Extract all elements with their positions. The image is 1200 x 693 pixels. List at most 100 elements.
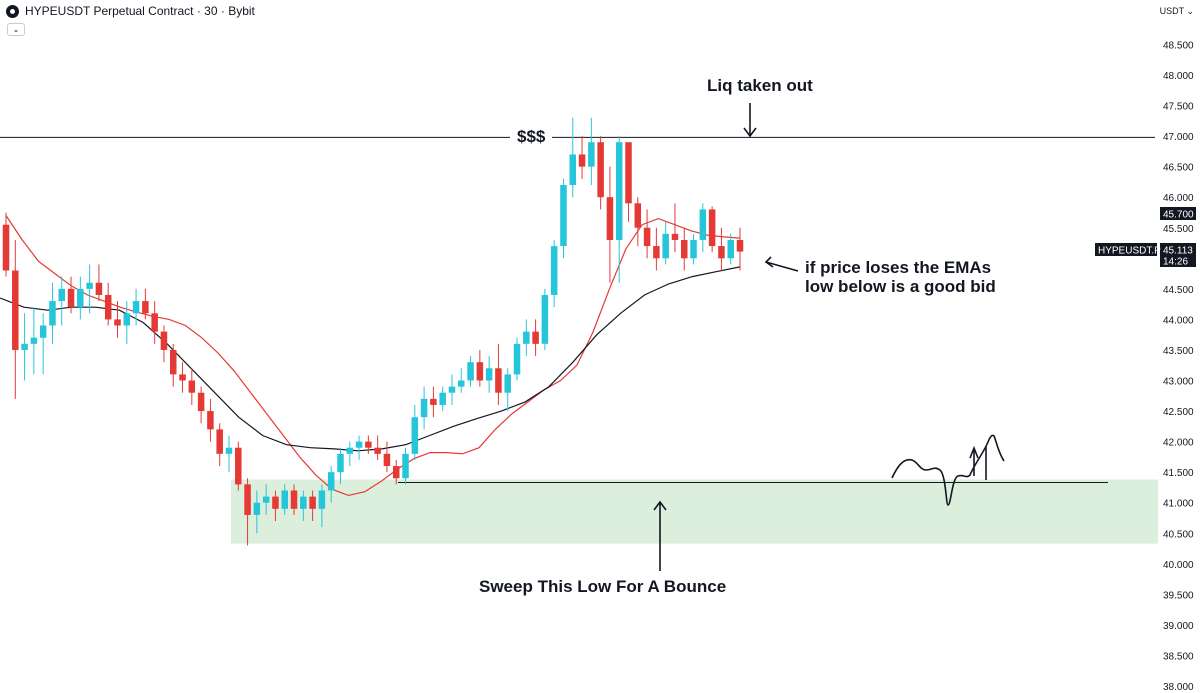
- sweep-label: Sweep This Low For A Bounce: [479, 577, 726, 596]
- y-axis-tick: 42.500: [1163, 407, 1194, 418]
- y-axis-tick: 48.000: [1163, 71, 1194, 82]
- y-axis-tick: 43.000: [1163, 377, 1194, 388]
- y-axis-tick: 47.500: [1163, 102, 1194, 113]
- candle-body: [365, 441, 372, 448]
- annotations-layer: Liq taken out if price loses the EMAs lo…: [479, 76, 1005, 596]
- candle-body: [355, 441, 363, 448]
- candle-body: [309, 496, 316, 509]
- ema-layer: [0, 215, 741, 497]
- y-axis-tick: 44.000: [1163, 315, 1194, 326]
- y-axis-tick: 44.500: [1163, 285, 1194, 296]
- last-price-label-bg: [1160, 243, 1196, 256]
- projection-scribble: [891, 434, 1005, 506]
- projection-arrowhead: [969, 445, 979, 476]
- candle-body: [606, 197, 614, 240]
- candle-body: [188, 380, 196, 393]
- candle-body: [671, 233, 679, 240]
- candle-body: [708, 209, 716, 247]
- y-axis-tick: 43.500: [1163, 346, 1194, 357]
- level-lines-layer: [0, 136, 1155, 484]
- candle-body: [643, 227, 651, 247]
- candle-body: [160, 331, 168, 350]
- candle-body: [411, 417, 419, 454]
- symbol-tag-bg: [1095, 243, 1157, 256]
- candle-body: [58, 288, 65, 302]
- y-axis-tick: 39.000: [1163, 621, 1194, 632]
- candle-body: [151, 313, 158, 332]
- countdown-label-bg: [1160, 254, 1196, 267]
- y-axis-tick: 40.000: [1163, 560, 1194, 571]
- candle-body: [12, 270, 19, 350]
- candle-body: [327, 472, 335, 491]
- candle-body: [244, 484, 251, 515]
- candle-body: [49, 301, 56, 326]
- candle-body: [21, 343, 28, 350]
- demand-zone: [231, 479, 1158, 544]
- sweep-arrow: [653, 500, 667, 571]
- candle-body: [476, 362, 484, 381]
- candle-body: [207, 411, 214, 430]
- ema-slow-line: [0, 266, 741, 452]
- candle-body: [681, 239, 688, 259]
- candle-body: [597, 142, 604, 198]
- symbol-title: HYPEUSDT Perpetual Contract · 30 · Bybit: [25, 4, 255, 18]
- candle-body: [578, 154, 586, 167]
- candle-body: [77, 288, 84, 308]
- candle-body: [653, 246, 660, 259]
- candle-body: [625, 142, 632, 204]
- candle-body: [39, 325, 47, 338]
- candle-body: [402, 453, 409, 479]
- candle-body: [392, 466, 400, 479]
- candle-body: [262, 496, 270, 503]
- symbol-tag-text: HYPEUSDT.P: [1098, 246, 1161, 257]
- symbol-header[interactable]: HYPEUSDT Perpetual Contract · 30 · Bybit: [6, 4, 255, 18]
- currency-selector[interactable]: USDT ⌄: [1160, 6, 1194, 17]
- ema-value-label-bg: [1160, 207, 1196, 220]
- countdown-label: 14:26: [1160, 254, 1196, 268]
- candle-body: [197, 392, 205, 412]
- candle-body: [718, 246, 725, 259]
- demand-zone-layer: [231, 479, 1158, 544]
- y-axis-tick: 39.500: [1163, 590, 1194, 601]
- candle-body: [235, 447, 242, 485]
- candle-body: [337, 453, 344, 473]
- candle-body: [169, 349, 177, 375]
- candle-body: [690, 239, 697, 259]
- candle-body: [541, 294, 549, 344]
- ema-note-arrow: [764, 256, 799, 272]
- price-axis[interactable]: 48.500 48.000 47.500 47.000 46.500 46.000 45.5…: [1095, 40, 1196, 693]
- currency-chevron-icon: ⌄: [1186, 6, 1194, 16]
- candle-body: [272, 496, 279, 509]
- last-price-label-text: 45.113: [1163, 246, 1193, 257]
- candle-body: [615, 142, 623, 240]
- candle-body: [513, 343, 521, 375]
- candle-body: [216, 429, 223, 454]
- candle-body: [281, 490, 288, 509]
- candle-body: [290, 490, 298, 509]
- candle-body: [550, 246, 558, 295]
- liq-label: Liq taken out: [707, 76, 813, 95]
- y-axis-tick: 40.500: [1163, 529, 1194, 540]
- candle-body: [662, 233, 669, 259]
- candle-body: [225, 447, 233, 454]
- y-axis-tick: 45.500: [1163, 224, 1194, 235]
- ema-note-line-1: if price loses the EMAs: [805, 258, 991, 277]
- candle-body: [532, 331, 539, 344]
- ema-fast-line: [5, 215, 741, 497]
- candle-body: [430, 398, 437, 405]
- candle-body: [95, 282, 103, 295]
- exchange-logo-icon: [6, 4, 19, 18]
- candle-body: [560, 184, 567, 247]
- y-axis-tick: 48.500: [1163, 40, 1194, 51]
- y-axis-tick: 46.500: [1163, 163, 1194, 174]
- candle-body: [736, 239, 744, 252]
- candle-body: [458, 380, 465, 387]
- chevron-down-icon[interactable]: ⌄: [7, 23, 25, 36]
- y-axis-tick: 46.000: [1163, 193, 1194, 204]
- candle-body: [253, 502, 261, 515]
- y-axis-tick: 41.500: [1163, 468, 1194, 479]
- ema-note-line-2: low below is a good bid: [805, 277, 996, 296]
- candle-body: [123, 313, 131, 326]
